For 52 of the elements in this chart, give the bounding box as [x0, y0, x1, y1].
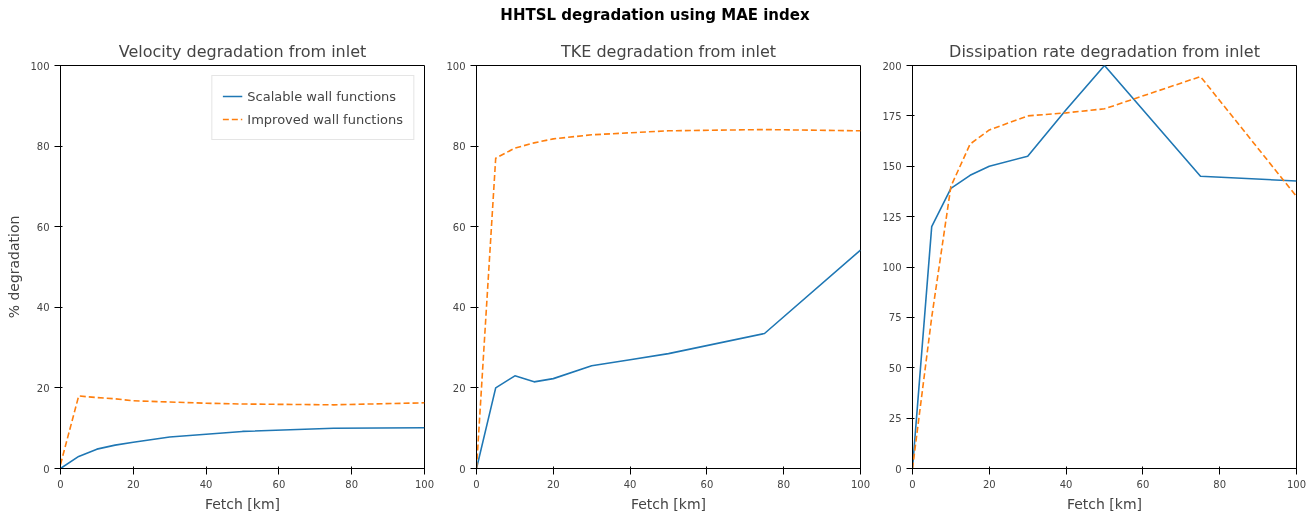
x-tick-label: 40 — [199, 478, 213, 490]
y-axis-title: % degradation — [6, 215, 23, 319]
x-tick-label: 100 — [414, 478, 435, 490]
line-series — [476, 249, 861, 469]
line-series — [60, 395, 425, 466]
y-tick-label: 100 — [30, 60, 50, 72]
y-tick-label: 125 — [882, 211, 902, 223]
y-tick-label: 200 — [882, 60, 902, 72]
x-tick-label: 20 — [546, 478, 560, 490]
x-tick-label: 20 — [982, 478, 996, 490]
chart-title: Velocity degradation from inlet — [118, 41, 367, 61]
y-tick-label: 175 — [882, 110, 902, 122]
y-tick-label: 80 — [36, 141, 50, 153]
line-series — [60, 427, 425, 469]
x-tick-label: 80 — [345, 478, 359, 490]
x-tick-label: 0 — [57, 478, 64, 490]
x-tick-label: 60 — [272, 478, 286, 490]
y-tick-label: 50 — [888, 362, 902, 374]
x-axis-title: Fetch [km] — [630, 495, 707, 511]
x-tick-label: 100 — [1286, 478, 1307, 490]
y-tick-label: 100 — [446, 60, 466, 72]
x-tick-label: 80 — [1213, 478, 1227, 490]
legend-label: Improved wall functions — [247, 111, 403, 127]
y-tick-label: 150 — [882, 161, 902, 173]
y-tick-label: 40 — [452, 302, 466, 314]
text: HHTSL degradation using MAE index — [500, 5, 810, 26]
x-tick-label: 60 — [1136, 478, 1150, 490]
x-tick-label: 0 — [473, 478, 480, 490]
x-tick-label: 80 — [777, 478, 791, 490]
x-axis-title: Fetch [km] — [1066, 495, 1143, 511]
chart-title: TKE degradation from inlet — [559, 41, 777, 61]
y-tick-label: 60 — [452, 221, 466, 233]
y-tick-label: 40 — [36, 302, 50, 314]
x-tick-label: 100 — [850, 478, 871, 490]
y-tick-label: 25 — [888, 413, 902, 425]
legend-label: Scalable wall functions — [247, 88, 397, 104]
y-tick-label: 80 — [452, 141, 466, 153]
y-tick-label: 60 — [36, 221, 50, 233]
x-tick-label: 40 — [623, 478, 637, 490]
x-tick-label: 0 — [909, 478, 916, 490]
x-axis-title: Fetch [km] — [204, 495, 281, 511]
y-tick-label: 75 — [888, 312, 902, 324]
y-tick-label: 0 — [43, 463, 50, 475]
y-tick-label: 20 — [36, 382, 50, 394]
y-tick-label: 20 — [452, 382, 466, 394]
x-tick-label: 20 — [126, 478, 140, 490]
y-tick-label: 100 — [882, 262, 902, 273]
x-tick-label: 60 — [700, 478, 714, 490]
y-tick-label: 0 — [895, 463, 902, 475]
x-tick-label: 40 — [1059, 478, 1073, 490]
chart-title: Dissipation rate degradation from inlet — [949, 41, 1260, 61]
y-tick-label: 0 — [459, 463, 466, 475]
